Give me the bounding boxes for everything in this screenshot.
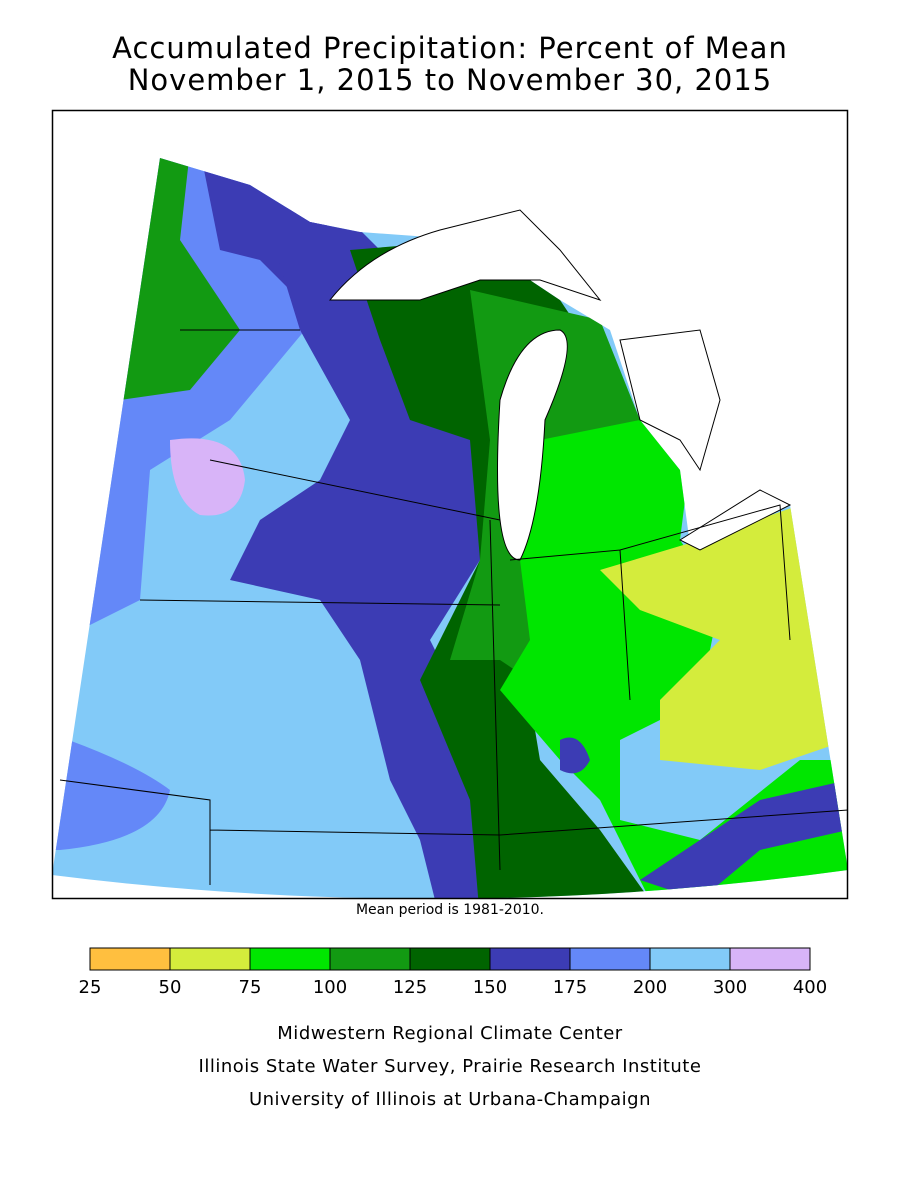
legend-tick-label: 75 xyxy=(239,977,262,998)
legend-tick-label: 400 xyxy=(793,977,827,998)
legend: 25 50 75 100 125 150 175 200 300 400 xyxy=(79,947,827,998)
legend-swatch xyxy=(489,947,571,971)
legend-tick-label: 125 xyxy=(393,977,427,998)
title-line: Accumulated Precipitation: Percent of Me… xyxy=(112,31,788,65)
legend-swatch xyxy=(729,947,811,971)
legend-tick-label: 200 xyxy=(633,977,667,998)
legend-tick-label: 300 xyxy=(713,977,747,998)
legend-tick-label: 150 xyxy=(473,977,507,998)
legend-tick-label: 25 xyxy=(79,977,102,998)
legend-swatch xyxy=(569,947,651,971)
legend-tick-label: 100 xyxy=(313,977,347,998)
legend-swatch xyxy=(169,947,251,971)
note: Mean period is 1981-2010. xyxy=(356,902,544,918)
legend-swatch xyxy=(329,947,411,971)
credit: University of Illinois at Urbana-Champai… xyxy=(249,1089,651,1110)
credit: Illinois State Water Survey, Prairie Res… xyxy=(199,1056,702,1077)
map-frame xyxy=(51,109,849,900)
legend-tick-label: 50 xyxy=(159,977,182,998)
credit: Midwestern Regional Climate Center xyxy=(277,1023,623,1044)
legend-swatch xyxy=(409,947,491,971)
title-line: November 1, 2015 to November 30, 2015 xyxy=(128,63,773,97)
map xyxy=(51,109,849,900)
legend-tick-label: 175 xyxy=(553,977,587,998)
legend-swatch xyxy=(649,947,731,971)
legend-swatch xyxy=(249,947,331,971)
legend-swatch xyxy=(89,947,171,971)
